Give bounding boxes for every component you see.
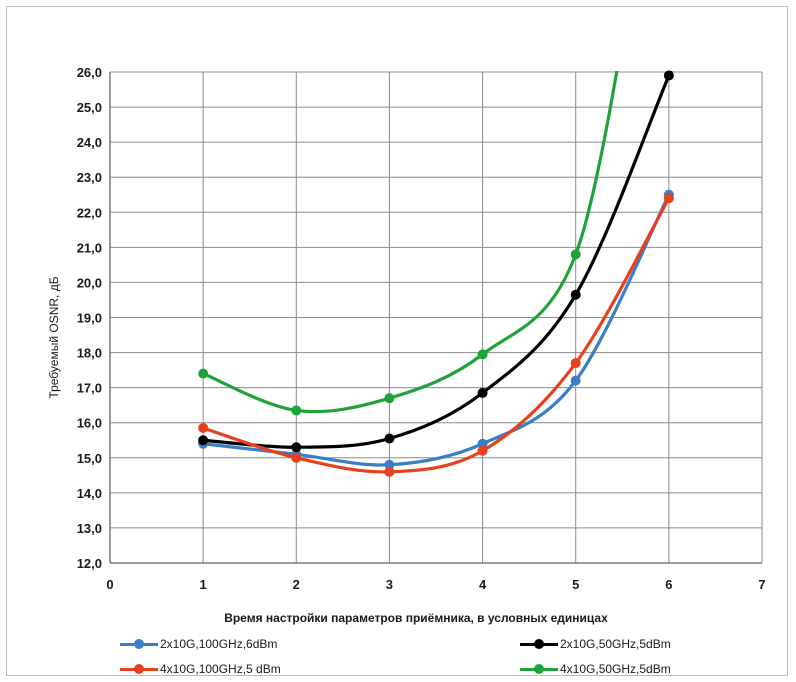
data-point-series-2: [477, 387, 488, 398]
y-tick-label: 25,0: [77, 100, 102, 115]
y-tick-label: 15,0: [77, 451, 102, 466]
y-tick-label: 24,0: [77, 135, 102, 150]
y-tick-label: 17,0: [77, 381, 102, 396]
y-tick-label: 20,0: [77, 275, 102, 290]
data-point-series-2: [198, 435, 209, 446]
y-tick-label: 18,0: [77, 346, 102, 361]
y-tick-label: 13,0: [77, 521, 102, 536]
x-tick-label: 3: [386, 577, 393, 592]
series-line-3: [202, 197, 671, 474]
y-tick-label: 21,0: [77, 240, 102, 255]
data-point-series-3: [291, 452, 302, 463]
data-point-series-1: [477, 438, 488, 449]
x-tick-label: 7: [758, 577, 765, 592]
data-point-series-2: [384, 433, 395, 444]
series-points: [198, 70, 674, 477]
data-point-series-4: [198, 368, 209, 379]
data-point-series-1: [570, 375, 581, 386]
grid: [109, 71, 763, 564]
y-tick-label: 23,0: [77, 170, 102, 185]
data-point-series-2: [570, 289, 581, 300]
series-lines: [202, 71, 673, 474]
y-tick-label: 14,0: [77, 486, 102, 501]
data-point-series-2: [291, 442, 302, 453]
y-tick-label: 22,0: [77, 205, 102, 220]
x-axis-label: Время настройки параметров приёмника, в …: [224, 611, 608, 625]
data-point-series-4: [570, 249, 581, 260]
y-tick-label: 26,0: [77, 65, 102, 80]
data-point-series-3: [198, 422, 209, 433]
x-tick-label: 4: [479, 577, 487, 592]
data-point-series-4: [291, 405, 302, 416]
y-tick-label: 12,0: [77, 556, 102, 571]
x-tick-label: 5: [572, 577, 579, 592]
x-tick-label: 2: [293, 577, 300, 592]
data-point-series-2: [663, 70, 674, 81]
chart-frame: [6, 6, 788, 676]
data-point-series-4: [477, 349, 488, 360]
series-line-2: [203, 71, 673, 449]
x-tick-label: 1: [200, 577, 207, 592]
data-point-series-3: [477, 445, 488, 456]
data-point-series-1: [384, 459, 395, 470]
x-tick-label: 6: [665, 577, 672, 592]
data-point-series-3: [384, 466, 395, 477]
y-tick-label: 16,0: [77, 416, 102, 431]
x-tick-labels: 0 1 2 3 4 5 6 7: [106, 577, 765, 592]
y-axis-label: Требуемый OSNR, дБ: [47, 276, 61, 398]
x-tick-label: 0: [106, 577, 113, 592]
y-tick-labels: 12,0 13,0 14,0 15,0 16,0 17,0 18,0 19,0 20,0 21,0…: [77, 65, 102, 571]
y-tick-label: 19,0: [77, 311, 102, 326]
data-point-series-3: [570, 358, 581, 369]
data-point-series-4: [384, 393, 395, 404]
data-point-series-3: [663, 193, 674, 204]
